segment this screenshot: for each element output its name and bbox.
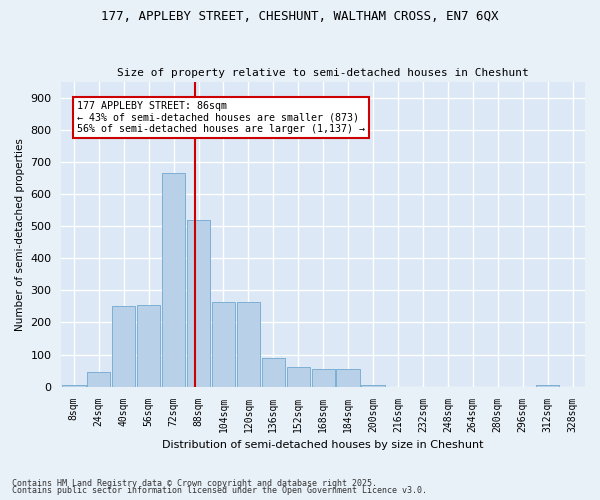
- Bar: [536, 385, 559, 386]
- Text: 177, APPLEBY STREET, CHESHUNT, WALTHAM CROSS, EN7 6QX: 177, APPLEBY STREET, CHESHUNT, WALTHAM C…: [101, 10, 499, 23]
- Bar: [112, 306, 136, 386]
- Bar: [311, 369, 335, 386]
- Bar: [162, 173, 185, 386]
- X-axis label: Distribution of semi-detached houses by size in Cheshunt: Distribution of semi-detached houses by …: [163, 440, 484, 450]
- Text: 177 APPLEBY STREET: 86sqm
← 43% of semi-detached houses are smaller (873)
56% of: 177 APPLEBY STREET: 86sqm ← 43% of semi-…: [77, 101, 365, 134]
- Title: Size of property relative to semi-detached houses in Cheshunt: Size of property relative to semi-detach…: [118, 68, 529, 78]
- Bar: [212, 302, 235, 386]
- Bar: [87, 372, 110, 386]
- Bar: [187, 220, 210, 386]
- Bar: [287, 368, 310, 386]
- Bar: [62, 385, 86, 386]
- Bar: [337, 369, 360, 386]
- Text: Contains HM Land Registry data © Crown copyright and database right 2025.: Contains HM Land Registry data © Crown c…: [12, 478, 377, 488]
- Text: Contains public sector information licensed under the Open Government Licence v3: Contains public sector information licen…: [12, 486, 427, 495]
- Bar: [361, 385, 385, 386]
- Y-axis label: Number of semi-detached properties: Number of semi-detached properties: [15, 138, 25, 330]
- Bar: [237, 302, 260, 386]
- Bar: [262, 358, 285, 386]
- Bar: [137, 305, 160, 386]
